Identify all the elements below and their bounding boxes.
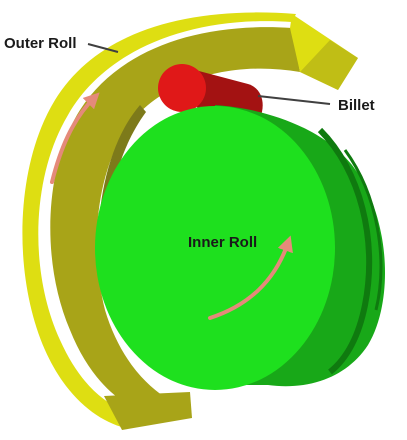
inner-roll	[95, 105, 386, 390]
outer-roll-label: Outer Roll	[4, 35, 77, 52]
outer-roll-top-cap-side	[300, 40, 358, 90]
outer-roll-leader	[87, 43, 119, 53]
billet-leader	[257, 95, 331, 105]
outer-roll-bottom-cap	[104, 392, 192, 430]
outer-roll-depth	[50, 27, 300, 416]
inner-roll-label: Inner Roll	[188, 234, 257, 251]
billet	[158, 64, 263, 118]
billet-label: Billet	[338, 97, 375, 114]
rotation-arrow-outer	[50, 92, 100, 184]
inner-roll-flange-line-2	[343, 149, 383, 311]
inner-roll-flange-line	[317, 127, 373, 375]
billet-front-face	[158, 64, 206, 112]
rotation-arrow-inner	[208, 235, 293, 320]
inner-roll-face	[95, 106, 335, 390]
